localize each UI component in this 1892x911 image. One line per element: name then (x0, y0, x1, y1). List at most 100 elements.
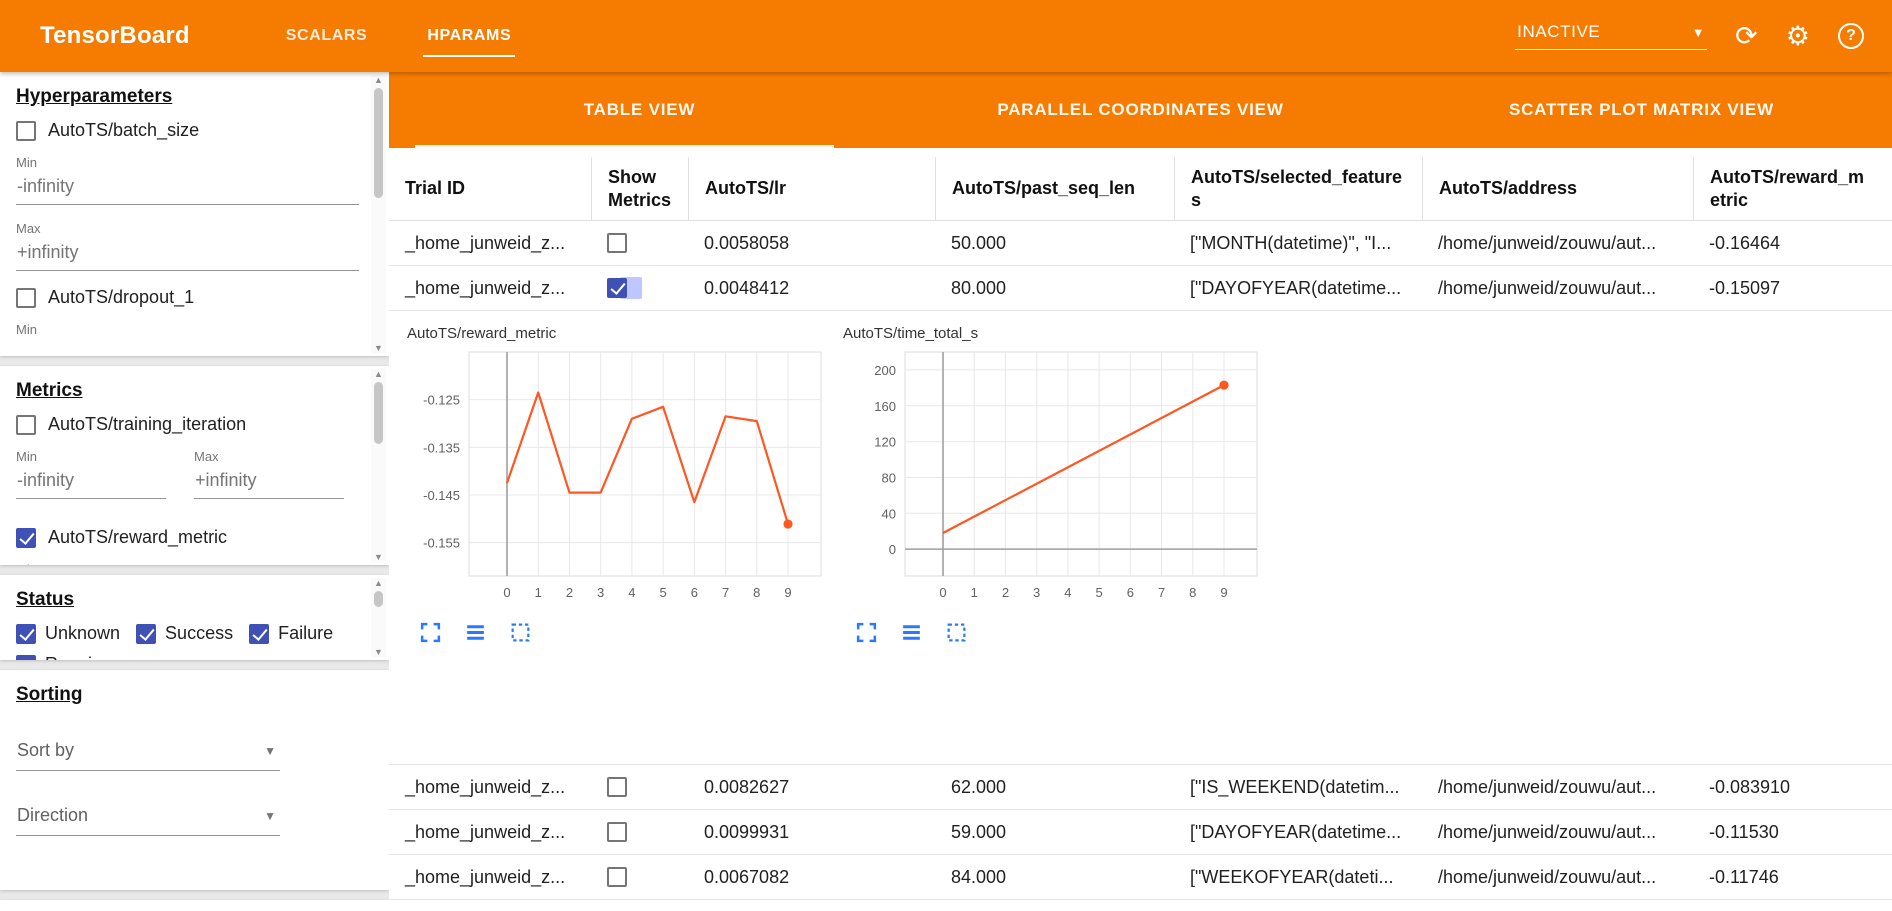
metric-item-reward-metric[interactable]: AutoTS/reward_metric (16, 527, 359, 548)
checkbox[interactable] (16, 528, 36, 548)
svg-text:5: 5 (659, 585, 666, 600)
scroll-down-icon[interactable]: ▼ (374, 343, 383, 353)
help-icon[interactable]: ? (1838, 23, 1864, 49)
metrics-heading: Metrics (16, 380, 359, 402)
status-item-success[interactable]: Success (136, 623, 233, 644)
svg-text:80: 80 (882, 470, 896, 485)
min-input[interactable]: -infinity (16, 470, 166, 499)
section-scrollbar[interactable]: ▲ ▼ (371, 369, 386, 562)
max-field[interactable]: Max (194, 562, 344, 565)
selection-box-icon[interactable] (509, 621, 532, 644)
svg-text:-0.145: -0.145 (423, 488, 460, 503)
min-input[interactable]: -infinity (16, 176, 359, 205)
section-scrollbar[interactable]: ▲ ▼ (371, 75, 386, 353)
checkbox[interactable] (16, 121, 36, 141)
scroll-down-icon[interactable]: ▼ (374, 552, 383, 562)
scrollbar-thumb[interactable] (374, 88, 383, 198)
column-header-autots-reward-metric[interactable]: AutoTS/reward_metric (1693, 157, 1881, 220)
svg-text:1: 1 (535, 585, 542, 600)
checkbox[interactable] (16, 655, 36, 661)
scrollbar-thumb[interactable] (374, 382, 383, 444)
sort-by-select[interactable]: Sort by▼ (16, 740, 280, 771)
table-row[interactable]: _home_junweid_z...0.006708284.000["WEEKO… (389, 855, 1892, 900)
metric-chart-autots-time-total-s: AutoTS/time_total_s040801201602000123456… (841, 325, 1263, 644)
column-header-autots-lr[interactable]: AutoTS/lr (688, 157, 935, 220)
show-metrics-checkbox[interactable] (607, 867, 627, 887)
cell-address: /home/junweid/zouwu/aut... (1422, 765, 1693, 809)
cell-past-seq-len: 84.000 (935, 855, 1174, 899)
tab-parallel-coordinates-view[interactable]: PARALLEL COORDINATES VIEW (890, 72, 1391, 148)
expand-icon[interactable] (419, 621, 442, 644)
line-chart[interactable]: -0.125-0.135-0.145-0.1550123456789 (405, 346, 827, 600)
reload-status-dropdown[interactable]: INACTIVE ▼ (1515, 22, 1707, 50)
direction-select[interactable]: Direction▼ (16, 805, 280, 836)
column-header-show-metrics[interactable]: Show Metrics (591, 157, 688, 220)
min-field[interactable]: Min (16, 562, 166, 565)
expand-icon[interactable] (855, 621, 878, 644)
checkbox[interactable] (16, 288, 36, 308)
checkbox[interactable] (249, 624, 269, 644)
column-header-autots-address[interactable]: AutoTS/address (1422, 157, 1693, 220)
show-metrics-checkbox[interactable] (607, 278, 627, 298)
cell-past-seq-len: 80.000 (935, 266, 1174, 310)
refresh-icon[interactable]: ⟳ (1735, 23, 1758, 50)
hparam-item-batch-size[interactable]: AutoTS/batch_size (16, 120, 359, 141)
max-input[interactable]: +infinity (16, 242, 359, 271)
section-scrollbar[interactable]: ▲ ▼ (371, 578, 386, 657)
hparam-item-dropout-1[interactable]: AutoTS/dropout_1 (16, 287, 359, 308)
min-field[interactable]: Min -infinity (16, 449, 166, 499)
checkbox[interactable] (16, 624, 36, 644)
rows-icon[interactable] (900, 621, 923, 644)
checkbox[interactable] (136, 624, 156, 644)
tab-hparams[interactable]: HPARAMS (397, 0, 541, 72)
min-field[interactable]: Min -infinity (16, 155, 359, 205)
column-header-autots-selected-features[interactable]: AutoTS/selected_features (1174, 157, 1422, 220)
table-row[interactable]: _home_junweid_z...0.009993159.000["DAYOF… (389, 810, 1892, 855)
column-header-autots-past-seq-len[interactable]: AutoTS/past_seq_len (935, 157, 1174, 220)
show-metrics-checkbox[interactable] (607, 233, 627, 253)
metric-label: AutoTS/training_iteration (48, 414, 246, 435)
scroll-up-icon[interactable]: ▲ (374, 75, 383, 85)
cell-selected-features: ["DAYOFYEAR(datetime... (1174, 810, 1422, 854)
paging-section: Paging (0, 900, 389, 911)
cell-trial-id: _home_junweid_z... (389, 810, 591, 854)
selection-box-icon[interactable] (945, 621, 968, 644)
show-metrics-checkbox[interactable] (607, 822, 627, 842)
tab-table-view[interactable]: TABLE VIEW (389, 72, 890, 148)
max-input[interactable]: +infinity (194, 470, 344, 499)
svg-text:9: 9 (1220, 585, 1227, 600)
sorting-section: Sorting Sort by▼Direction▼ (0, 670, 389, 890)
checkbox[interactable] (16, 415, 36, 435)
cell-address: /home/junweid/zouwu/aut... (1422, 810, 1693, 854)
settings-icon[interactable]: ⚙ (1786, 23, 1810, 50)
table-header-row: Trial IDShow MetricsAutoTS/lrAutoTS/past… (389, 157, 1892, 221)
chart-title: AutoTS/time_total_s (843, 325, 1263, 342)
tab-scatter-plot-matrix-view[interactable]: SCATTER PLOT MATRIX VIEW (1391, 72, 1892, 148)
sidebar: Hyperparameters AutoTS/batch_size Min -i… (0, 72, 389, 911)
rows-icon[interactable] (464, 621, 487, 644)
table-row[interactable]: _home_junweid_z...0.008262762.000["IS_WE… (389, 765, 1892, 810)
cell-selected-features: ["MONTH(datetime)", "I... (1174, 221, 1422, 265)
min-field[interactable]: Min (16, 322, 359, 337)
scroll-up-icon[interactable]: ▲ (374, 578, 383, 588)
column-header-trial-id[interactable]: Trial ID (389, 157, 591, 220)
metric-item-training-iteration[interactable]: AutoTS/training_iteration (16, 414, 359, 435)
scroll-down-icon[interactable]: ▼ (374, 647, 383, 657)
show-metrics-checkbox[interactable] (607, 777, 627, 797)
table-row[interactable]: _home_junweid_z...0.005805850.000["MONTH… (389, 221, 1892, 266)
max-field[interactable]: Max +infinity (16, 221, 359, 271)
tab-scalars[interactable]: SCALARS (256, 0, 398, 72)
metric-label: AutoTS/reward_metric (48, 527, 227, 548)
svg-text:0: 0 (939, 585, 946, 600)
cell-lr: 0.0082627 (688, 765, 935, 809)
table-row[interactable]: _home_junweid_z...0.004841280.000["DAYOF… (389, 266, 1892, 311)
trials-table: Trial IDShow MetricsAutoTS/lrAutoTS/past… (389, 157, 1892, 900)
status-item-failure[interactable]: Failure (249, 623, 333, 644)
metrics-section: Metrics AutoTS/training_iteration Min -i… (0, 366, 389, 565)
max-field[interactable]: Max +infinity (194, 449, 344, 499)
status-item-running[interactable]: Running (16, 654, 112, 660)
scroll-up-icon[interactable]: ▲ (374, 369, 383, 379)
status-item-unknown[interactable]: Unknown (16, 623, 120, 644)
scrollbar-thumb[interactable] (374, 591, 383, 607)
line-chart[interactable]: 040801201602000123456789 (841, 346, 1263, 600)
